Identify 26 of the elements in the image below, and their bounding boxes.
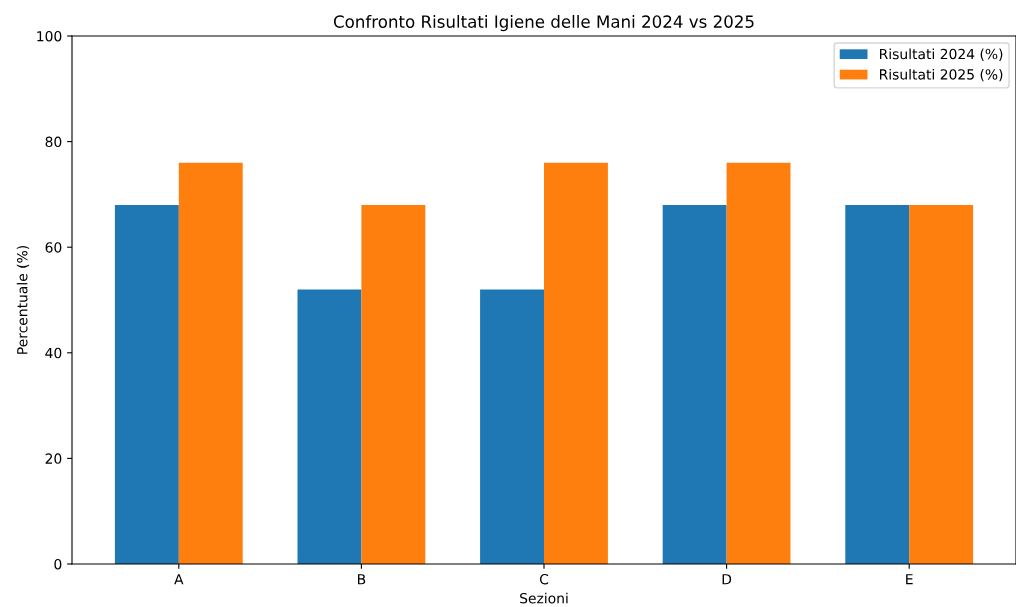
x-tick-label: B [358, 574, 366, 585]
y-tick-label: 20 [45, 453, 62, 464]
x-tick-label: E [906, 574, 913, 585]
bar [480, 289, 544, 564]
legend-label: Risultati 2025 (%) [879, 68, 1003, 82]
x-tick-label: A [174, 574, 184, 585]
bar [909, 204, 974, 564]
bar [114, 204, 179, 564]
y-tick-label: 60 [45, 242, 62, 253]
y-tick-label: 40 [45, 347, 62, 359]
bar [297, 289, 362, 564]
y-tick-label: 100 [37, 30, 62, 42]
y-axis-title: Percentuale (%) [16, 245, 30, 354]
x-tick-label: C [539, 573, 549, 585]
bar [178, 162, 243, 564]
chart-title: Confronto Risultati Igiene delle Mani 2024 vs 2025 [333, 15, 754, 32]
bar [726, 162, 791, 564]
legend-label: Risultati 2024 (%) [879, 48, 1003, 61]
bar [845, 204, 910, 564]
x-axis-title: Sezioni [520, 592, 568, 604]
x-tick-label: D [722, 574, 732, 585]
y-tick-label: 0 [54, 558, 62, 570]
bar [544, 162, 608, 564]
y-tick-label: 80 [45, 136, 62, 148]
bar [662, 204, 727, 564]
bar [361, 204, 426, 564]
